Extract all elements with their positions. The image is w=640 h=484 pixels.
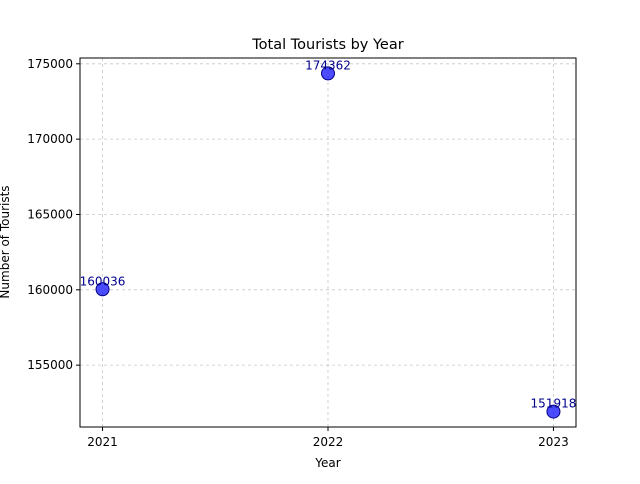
y-tick-label: 160000 (27, 283, 73, 297)
x-axis-label: Year (314, 456, 340, 470)
y-axis-ticks: 155000 160000 165000 170000 175000 (27, 57, 80, 372)
data-points (95, 66, 561, 419)
data-label: 151918 (531, 397, 577, 411)
x-tick-label: 2023 (538, 435, 569, 449)
data-point (546, 404, 561, 419)
y-axis-label: Number of Tourists (0, 185, 12, 298)
y-tick-label: 155000 (27, 358, 73, 372)
y-tick-label: 170000 (27, 132, 73, 146)
data-point (95, 282, 110, 297)
data-label: 174362 (305, 58, 351, 72)
data-point (321, 66, 335, 81)
grid-lines (80, 58, 576, 427)
x-axis-ticks: 2021 2022 2023 (87, 427, 569, 449)
y-tick-label: 175000 (27, 57, 73, 71)
data-labels: 160036 174362 151918 (80, 58, 577, 410)
y-tick-label: 165000 (27, 207, 73, 221)
x-tick-label: 2022 (313, 435, 344, 449)
x-tick-label: 2021 (87, 435, 118, 449)
data-label: 160036 (80, 274, 126, 288)
chart-title: Total Tourists by Year (251, 37, 403, 53)
